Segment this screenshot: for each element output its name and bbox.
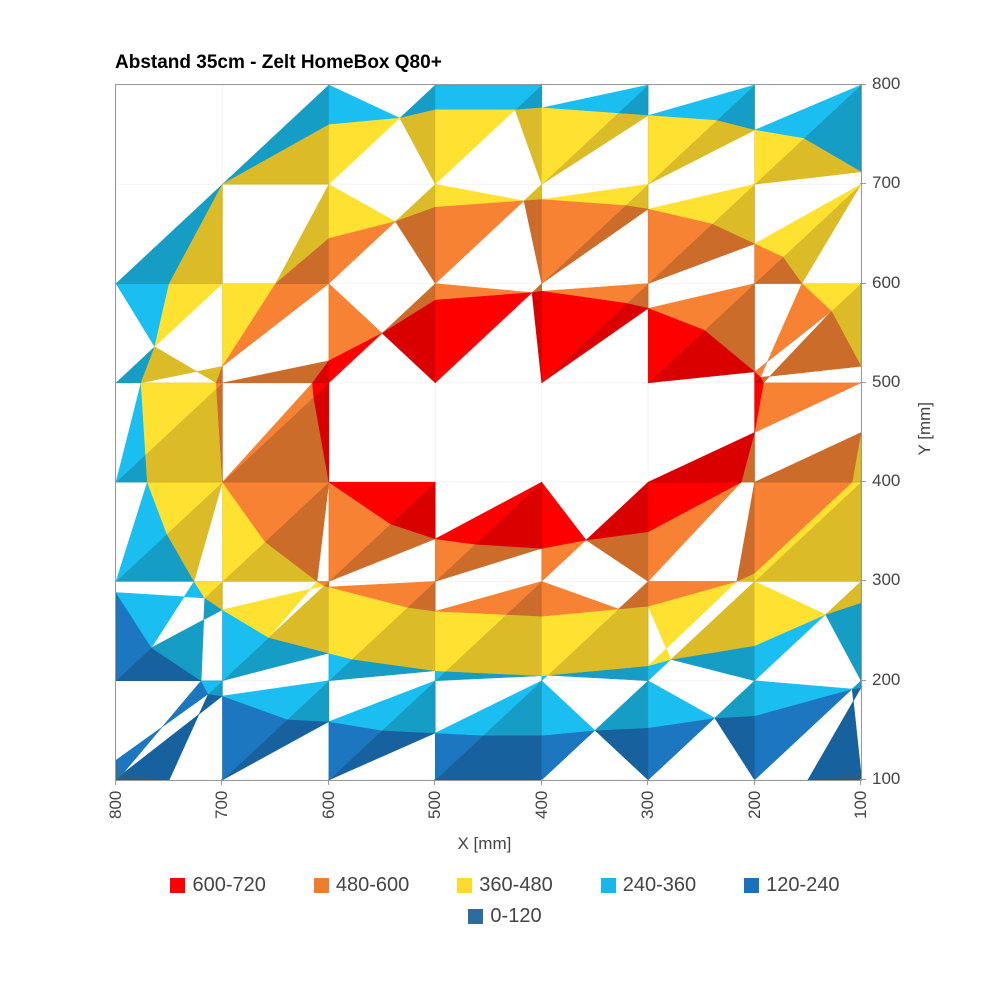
legend-item: 240-360 (601, 874, 696, 897)
legend-label: 120-240 (766, 874, 839, 897)
y-axis-title: Y [mm] (915, 402, 935, 456)
y-tick-label: 800 (872, 74, 900, 94)
legend-swatch (468, 909, 483, 924)
x-tick-label: 300 (638, 791, 658, 819)
y-tick-label: 300 (872, 570, 900, 590)
legend-item: 600-720 (170, 874, 265, 897)
legend-label: 600-720 (192, 874, 265, 897)
x-tick-label: 200 (745, 791, 765, 819)
y-tick-label: 700 (872, 173, 900, 193)
x-tick-label: 400 (532, 791, 552, 819)
x-tick-label: 500 (425, 791, 445, 819)
chart-title: Abstand 35cm - Zelt HomeBox Q80+ (115, 52, 442, 74)
legend-label: 0-120 (490, 905, 541, 928)
legend-swatch (314, 878, 329, 893)
legend-item: 360-480 (457, 874, 552, 897)
legend-swatch (744, 878, 759, 893)
legend-swatch (601, 878, 616, 893)
surface-plot (115, 84, 862, 781)
x-tick-label: 100 (851, 791, 871, 819)
x-tick-label: 700 (212, 791, 232, 819)
legend-label: 480-600 (336, 874, 409, 897)
legend-label: 360-480 (479, 874, 552, 897)
y-tick-label: 200 (872, 670, 900, 690)
legend-item: 0-120 (468, 905, 541, 928)
x-tick-label: 800 (106, 791, 126, 819)
y-tick-label: 400 (872, 471, 900, 491)
legend-item: 120-240 (744, 874, 839, 897)
legend: 600-720 480-600 360-480 240-360 120-240 0-120 (115, 870, 895, 932)
y-tick-label: 500 (872, 372, 900, 392)
legend-item: 480-600 (314, 874, 409, 897)
x-axis-title: X [mm] (458, 834, 512, 854)
legend-swatch (457, 878, 472, 893)
y-tick-label: 100 (872, 769, 900, 789)
x-tick-label: 600 (319, 791, 339, 819)
legend-label: 240-360 (623, 874, 696, 897)
legend-swatch (170, 878, 185, 893)
y-tick-label: 600 (872, 273, 900, 293)
